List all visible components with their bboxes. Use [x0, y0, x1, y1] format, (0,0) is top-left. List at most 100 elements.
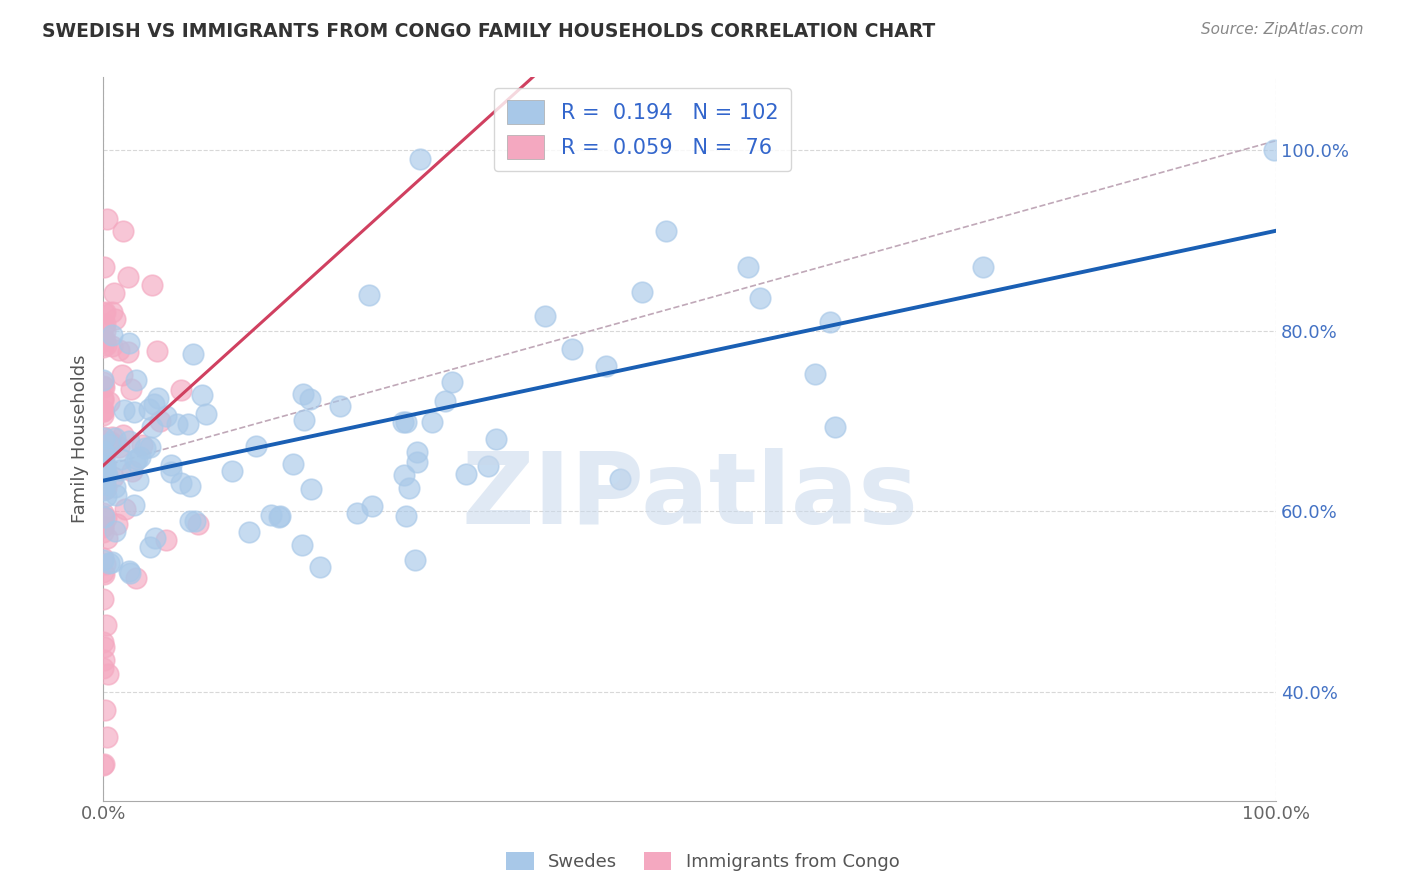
Point: [94, 703, 117, 717]
Point: [93, 306, 115, 320]
Point: [91, 391, 114, 405]
Point: [94, 490, 117, 504]
Point: [91, 434, 114, 449]
Point: [93, 320, 115, 334]
Point: [456, 467, 478, 482]
Point: [166, 417, 188, 431]
Point: [93, 379, 115, 393]
Point: [159, 466, 181, 480]
Point: [94, 317, 117, 331]
Point: [93, 443, 115, 458]
Point: [91, 458, 114, 473]
Point: [561, 342, 583, 356]
Point: [91, 452, 114, 467]
Point: [631, 285, 654, 299]
Point: [155, 409, 177, 423]
Point: [121, 464, 143, 478]
Point: [283, 457, 305, 471]
Point: [93, 558, 115, 572]
Point: [404, 553, 426, 567]
Point: [93, 482, 115, 496]
Point: [96, 212, 118, 227]
Point: [149, 414, 172, 428]
Point: [824, 420, 846, 434]
Point: [110, 368, 132, 383]
Point: [101, 470, 124, 484]
Point: [238, 525, 260, 540]
Point: [104, 524, 127, 538]
Point: [160, 458, 183, 473]
Point: [91, 404, 114, 418]
Point: [108, 343, 131, 357]
Point: [972, 260, 994, 275]
Text: Source: ZipAtlas.com: Source: ZipAtlas.com: [1201, 22, 1364, 37]
Point: [108, 440, 131, 454]
Point: [128, 450, 150, 464]
Point: [187, 517, 209, 532]
Point: [221, 464, 243, 478]
Point: [105, 488, 128, 502]
Point: [120, 566, 142, 581]
Point: [170, 383, 193, 397]
Legend: Swedes, Immigrants from Congo: Swedes, Immigrants from Congo: [499, 845, 907, 879]
Point: [181, 347, 204, 361]
Point: [179, 478, 201, 492]
Point: [409, 152, 432, 166]
Point: [91, 430, 114, 444]
Point: [433, 394, 456, 409]
Point: [93, 431, 115, 445]
Point: [127, 473, 149, 487]
Point: [120, 382, 142, 396]
Point: [112, 403, 135, 417]
Point: [110, 462, 132, 476]
Point: [91, 566, 114, 580]
Point: [91, 403, 114, 417]
Point: [93, 458, 115, 472]
Point: [96, 731, 118, 745]
Point: [105, 516, 128, 531]
Point: [361, 500, 384, 514]
Point: [98, 556, 121, 570]
Point: [406, 455, 429, 469]
Point: [91, 661, 114, 675]
Point: [91, 758, 114, 772]
Point: [97, 667, 120, 681]
Point: [104, 312, 127, 326]
Point: [405, 444, 427, 458]
Point: [125, 373, 148, 387]
Point: [104, 480, 127, 494]
Point: [94, 467, 117, 482]
Point: [749, 291, 772, 305]
Point: [91, 520, 114, 534]
Legend: R =  0.194   N = 102, R =  0.059   N =  76: R = 0.194 N = 102, R = 0.059 N = 76: [495, 87, 792, 171]
Point: [91, 409, 114, 423]
Point: [125, 571, 148, 585]
Point: [104, 430, 127, 444]
Point: [291, 387, 314, 401]
Point: [655, 224, 678, 238]
Text: ZIPatlas: ZIPatlas: [461, 449, 918, 545]
Point: [114, 502, 136, 516]
Point: [485, 432, 508, 446]
Point: [94, 458, 117, 473]
Point: [103, 285, 125, 300]
Point: [131, 438, 153, 452]
Point: [804, 367, 827, 381]
Point: [394, 467, 416, 482]
Point: [118, 564, 141, 578]
Point: [93, 447, 115, 461]
Point: [91, 403, 114, 417]
Point: [94, 510, 117, 524]
Point: [477, 458, 499, 473]
Point: [395, 508, 418, 523]
Point: [93, 510, 115, 524]
Point: [91, 634, 114, 648]
Point: [1263, 143, 1285, 157]
Point: [177, 417, 200, 431]
Point: [93, 260, 115, 275]
Point: [110, 451, 132, 466]
Point: [98, 436, 121, 450]
Point: [118, 434, 141, 448]
Point: [141, 420, 163, 434]
Point: [117, 345, 139, 359]
